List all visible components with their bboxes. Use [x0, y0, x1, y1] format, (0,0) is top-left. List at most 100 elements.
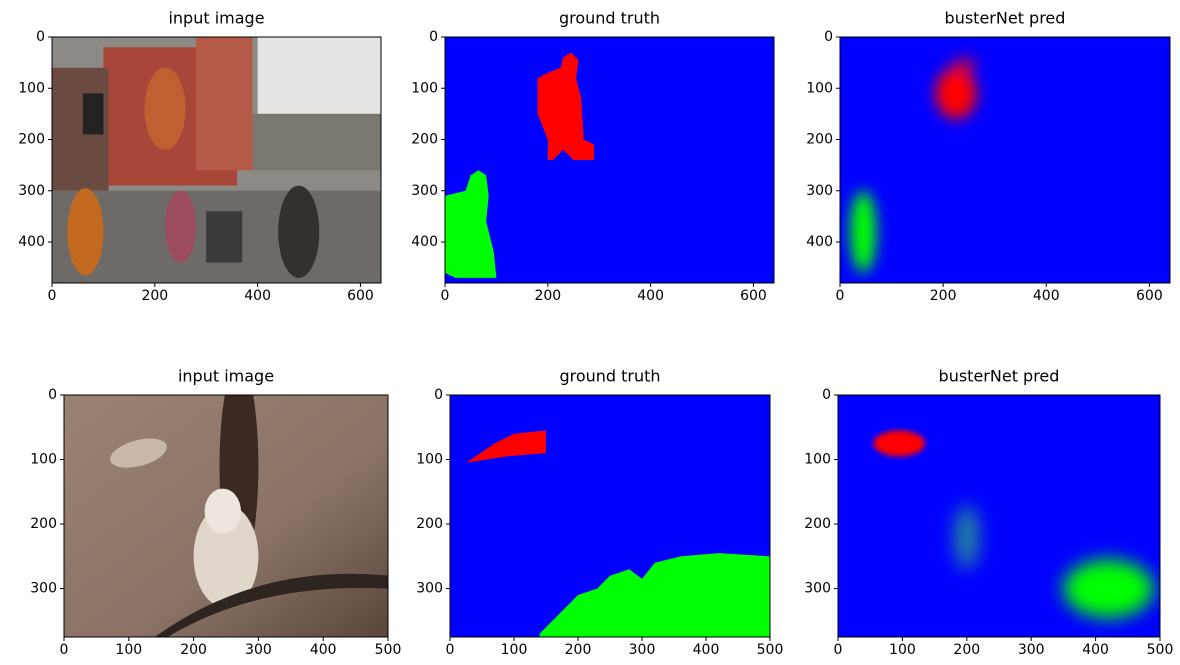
x-tick-label: 400	[310, 642, 337, 658]
subplot: ground truth 0 100 200 300 400 500 0 100 200 300	[416, 367, 783, 659]
image-shape	[1063, 560, 1153, 618]
y-tick-label: 200	[804, 516, 831, 532]
image-shape	[206, 211, 242, 262]
image-content	[52, 37, 381, 283]
x-tick-label: 500	[1147, 642, 1174, 658]
image-shape	[205, 489, 241, 534]
image-shape	[873, 430, 925, 456]
y-tick-label: 400	[411, 234, 438, 250]
image-shape	[165, 191, 196, 263]
y-tick-label: 400	[806, 234, 833, 250]
x-tick-label: 600	[1136, 288, 1163, 304]
x-tick-label: 0	[60, 642, 69, 658]
y-tick-label: 100	[411, 80, 438, 96]
y-tick-label: 0	[429, 29, 438, 45]
image-shape	[278, 186, 319, 278]
x-tick-label: 200	[141, 288, 168, 304]
x-tick-label: 200	[953, 642, 980, 658]
x-tick-label: 300	[1018, 642, 1045, 658]
subplot-title: busterNet pred	[939, 367, 1060, 386]
image-content	[840, 37, 1170, 283]
x-tick-label: 0	[441, 288, 450, 304]
y-tick-label: 100	[806, 80, 833, 96]
subplot: input image 0 200 400 600 0 100 200 300 400	[18, 9, 381, 305]
x-tick-label: 500	[757, 642, 784, 658]
image-shape	[83, 93, 104, 134]
image	[840, 37, 1170, 283]
y-tick-label: 200	[806, 132, 833, 148]
image-shape	[258, 37, 381, 114]
subplot-title: ground truth	[559, 367, 660, 386]
subplot-title: input image	[178, 367, 274, 386]
image	[450, 395, 770, 637]
y-tick-label: 300	[18, 183, 45, 199]
y-tick-label: 100	[804, 452, 831, 468]
x-tick-label: 600	[347, 288, 374, 304]
y-tick-label: 100	[30, 452, 57, 468]
x-tick-label: 0	[834, 642, 843, 658]
y-tick-label: 0	[48, 387, 57, 403]
y-tick-label: 300	[30, 581, 57, 597]
y-tick-label: 400	[18, 234, 45, 250]
y-tick-label: 300	[806, 183, 833, 199]
y-tick-label: 200	[18, 132, 45, 148]
image	[445, 37, 774, 283]
x-tick-label: 500	[375, 642, 402, 658]
image-content	[64, 363, 388, 637]
x-tick-label: 200	[534, 288, 561, 304]
image-content	[445, 37, 774, 283]
x-tick-label: 400	[637, 288, 664, 304]
image-content	[838, 395, 1160, 637]
x-tick-label: 400	[244, 288, 271, 304]
x-tick-label: 200	[565, 642, 592, 658]
image-shape	[850, 191, 876, 273]
image-content	[450, 395, 770, 637]
y-tick-label: 300	[804, 581, 831, 597]
x-tick-label: 100	[115, 642, 142, 658]
y-tick-label: 0	[824, 29, 833, 45]
x-tick-label: 0	[48, 288, 57, 304]
image-shape	[196, 37, 253, 170]
image	[64, 363, 388, 637]
x-tick-label: 0	[446, 642, 455, 658]
y-tick-label: 100	[416, 452, 443, 468]
image-shape	[840, 37, 1170, 283]
image-shape	[951, 58, 977, 73]
y-tick-label: 0	[434, 387, 443, 403]
x-tick-label: 400	[693, 642, 720, 658]
x-tick-label: 600	[740, 288, 767, 304]
y-tick-label: 0	[36, 29, 45, 45]
subplot: ground truth 0 200 400 600 0 100 200 300 400	[411, 9, 774, 305]
y-tick-label: 300	[411, 183, 438, 199]
image-shape	[873, 430, 925, 456]
figure: input image 02004006000100200300400groun…	[0, 0, 1180, 665]
x-tick-label: 300	[629, 642, 656, 658]
y-tick-label: 100	[18, 80, 45, 96]
image	[52, 37, 381, 283]
x-tick-label: 0	[836, 288, 845, 304]
image	[838, 395, 1160, 637]
image-shape	[67, 188, 103, 275]
image-shape	[252, 114, 381, 170]
y-tick-label: 200	[411, 132, 438, 148]
y-tick-label: 200	[30, 516, 57, 532]
subplot-title: input image	[168, 9, 264, 28]
subplot: busterNet pred 0 200 400 600 0 100 200 300 400	[806, 9, 1170, 305]
x-tick-label: 400	[1082, 642, 1109, 658]
x-tick-label: 100	[501, 642, 528, 658]
image-shape	[954, 505, 980, 570]
image-shape	[445, 37, 774, 283]
x-tick-label: 200	[930, 288, 957, 304]
image-shape	[935, 68, 976, 119]
x-tick-label: 300	[245, 642, 272, 658]
y-tick-label: 300	[416, 581, 443, 597]
subplot: busterNet pred 0 100 200 300 400 500 0 100 200 30…	[804, 367, 1173, 659]
x-tick-label: 100	[889, 642, 916, 658]
x-tick-label: 400	[1033, 288, 1060, 304]
subplot-title: busterNet pred	[945, 9, 1066, 28]
image-shape	[145, 68, 186, 150]
subplot-title: ground truth	[559, 9, 660, 28]
y-tick-label: 0	[822, 387, 831, 403]
y-tick-label: 200	[416, 516, 443, 532]
